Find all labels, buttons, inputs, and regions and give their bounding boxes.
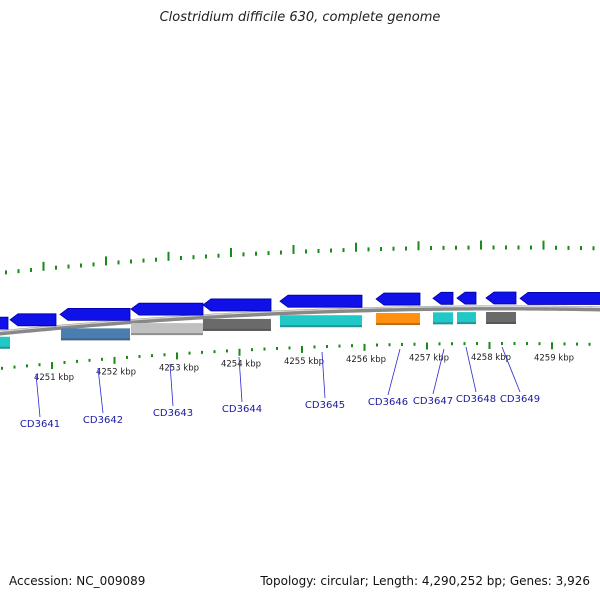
forward-gene-arrow <box>202 298 272 312</box>
gene-callout-line <box>238 356 243 403</box>
reverse-gene-box <box>280 315 362 328</box>
gene-label: CD3642 <box>83 415 123 426</box>
reverse-gene-shadow <box>457 322 476 325</box>
gene-callout-line <box>97 367 104 414</box>
reverse-gene-shadow <box>61 338 130 341</box>
reverse-gene-box <box>131 323 203 336</box>
forward-gene-arrow <box>279 294 363 308</box>
gene-callout-line <box>35 373 41 418</box>
kbp-label: 4251 kbp <box>34 373 74 383</box>
backbone-highlight <box>0 305 600 333</box>
gene-label: CD3648 <box>456 394 496 405</box>
kbp-label: 4254 kbp <box>221 360 261 370</box>
genome-summary-text: Topology: circular; Length: 4,290,252 bp… <box>260 574 590 588</box>
reverse-gene-shadow <box>433 322 453 325</box>
backbone-line <box>0 305 600 336</box>
reverse-gene-box <box>433 312 453 325</box>
reverse-gene-shadow <box>0 346 10 349</box>
reverse-gene-shadow <box>376 323 420 326</box>
backbone-ring <box>0 305 600 336</box>
reverse-gene-box <box>486 312 516 325</box>
forward-gene-arrow <box>59 308 131 321</box>
forward-gene-arrow <box>0 316 9 330</box>
kbp-label: 4258 kbp <box>471 353 511 363</box>
forward-gene-arrow <box>456 291 477 305</box>
reverse-gene-box <box>0 336 10 349</box>
reverse-gene-shadow <box>486 322 516 325</box>
reverse-gene-box <box>61 328 130 341</box>
reverse-strand-genes <box>0 312 516 349</box>
outer-gc-ticks <box>5 240 595 275</box>
forward-strand-genes <box>0 291 600 330</box>
forward-gene-arrow <box>432 291 454 305</box>
gene-label: CD3643 <box>153 408 193 419</box>
accession-text: Accession: NC_009089 <box>9 574 146 588</box>
reverse-gene-shadow <box>203 328 271 331</box>
gene-label: CD3647 <box>413 396 453 407</box>
map-title: Clostridium difficile 630, complete geno… <box>159 10 441 25</box>
kbp-label: 4252 kbp <box>96 368 136 378</box>
reverse-gene-shadow <box>131 333 203 336</box>
kbp-label: 4256 kbp <box>346 355 386 365</box>
kbp-label: 4253 kbp <box>159 363 199 373</box>
kbp-label: 4257 kbp <box>409 354 449 364</box>
forward-gene-arrow <box>375 292 421 306</box>
gene-label: CD3644 <box>222 404 262 415</box>
kbp-label: 4259 kbp <box>534 353 574 363</box>
reverse-gene-box <box>376 313 420 326</box>
gene-callout-line <box>432 348 445 395</box>
gene-callout-line <box>501 346 521 393</box>
forward-gene-arrow <box>9 313 57 327</box>
forward-gene-arrow <box>485 291 517 305</box>
gene-label: CD3641 <box>20 419 60 430</box>
inner-ticks <box>1 342 591 370</box>
gene-callout-line <box>465 346 477 393</box>
gene-label: CD3645 <box>305 400 345 411</box>
forward-gene-arrow <box>130 302 204 316</box>
forward-gene-arrow <box>519 292 600 305</box>
gene-callout-line <box>387 348 401 396</box>
kbp-label: 4255 kbp <box>284 357 324 367</box>
gene-label: CD3646 <box>368 397 408 408</box>
gene-label: CD3649 <box>500 394 540 405</box>
gene-callout-line <box>169 363 174 407</box>
reverse-gene-box <box>457 312 476 325</box>
reverse-gene-box <box>203 318 271 331</box>
reverse-gene-shadow <box>280 325 362 328</box>
gene-callouts: CD3641 CD3642 CD3643 CD3644 CD3645 CD3646 CD36… <box>20 346 540 430</box>
gene-callout-line <box>321 351 326 399</box>
kbp-scale-labels: 4251 kbp 4252 kbp 4253 kbp 4254 kbp 4255 kbp… <box>34 353 574 383</box>
